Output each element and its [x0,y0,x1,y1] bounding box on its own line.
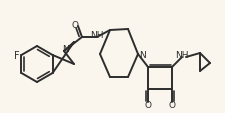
Text: F: F [14,51,19,60]
Text: N: N [139,50,145,59]
Text: O: O [169,101,176,109]
Text: N: N [62,44,68,53]
Text: O: O [72,21,79,30]
Text: NH: NH [90,30,104,39]
Text: NH: NH [175,50,189,59]
Text: O: O [144,101,151,109]
